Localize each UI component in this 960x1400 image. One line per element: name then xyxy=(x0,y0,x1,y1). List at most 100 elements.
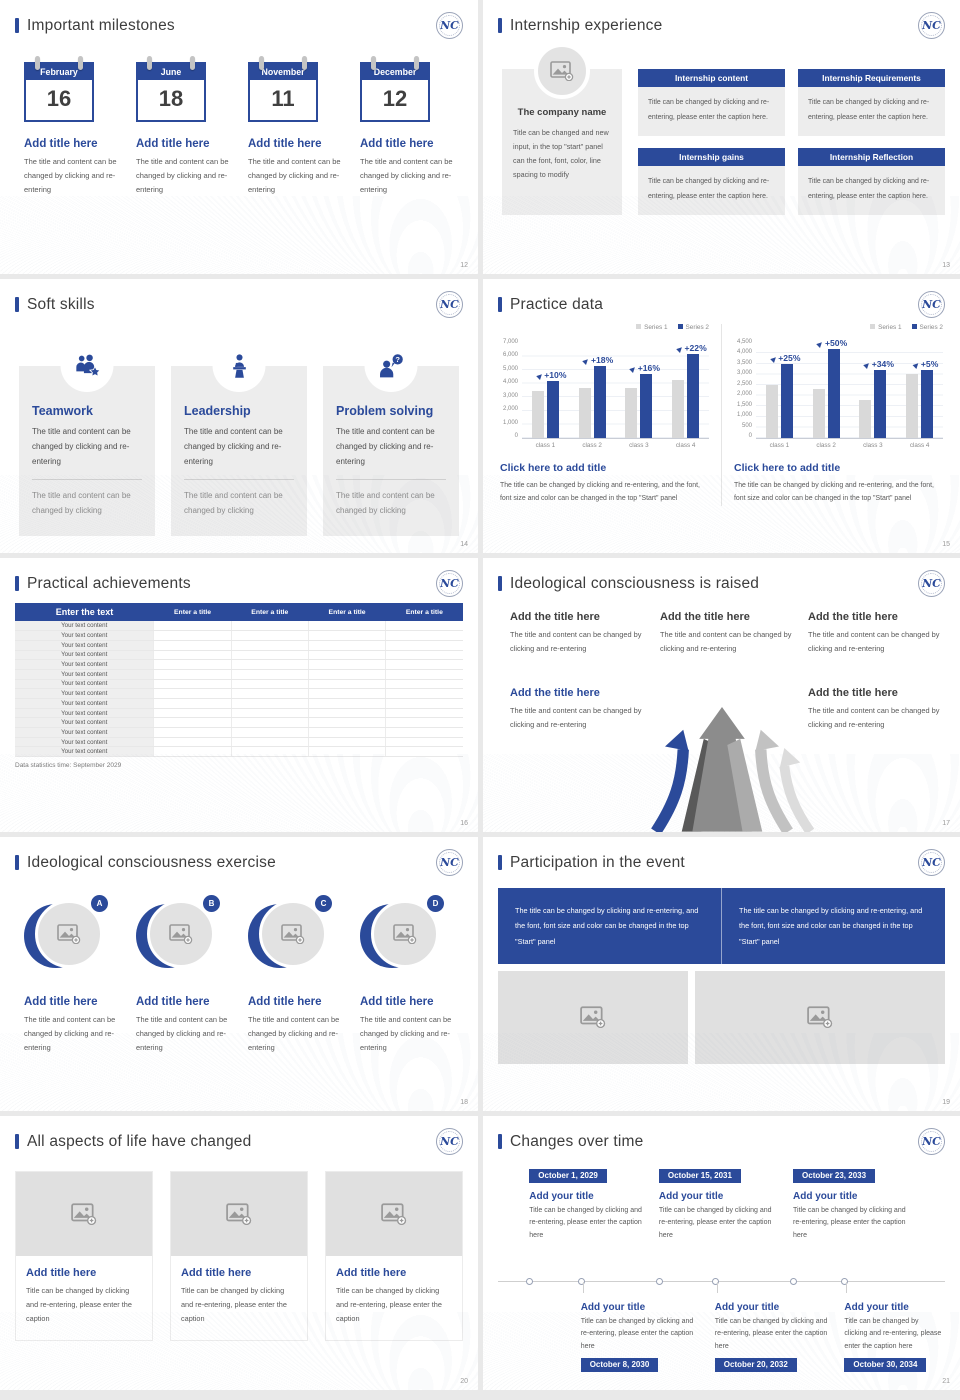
image-placeholder xyxy=(16,1172,152,1256)
series2-bar: ▶ +18% xyxy=(582,355,613,438)
date-badge: October 23, 2033 xyxy=(793,1168,876,1183)
card-title: Add title here xyxy=(181,1267,252,1279)
page-title: Practical achievements xyxy=(27,574,191,592)
chart-caption: The title can be changed by clicking and… xyxy=(734,482,934,503)
calendar-icon: February 16 xyxy=(24,56,94,122)
page-number: 20 xyxy=(460,1378,468,1385)
timeline-node xyxy=(577,1278,585,1285)
growth-label: ▶ +18% xyxy=(582,355,614,366)
plot-area: ▶ +10% ▶ +18% ▶ +16% ▶ +22% xyxy=(522,343,709,439)
company-seal-logo: NC xyxy=(918,12,945,39)
item-title: Add title here xyxy=(360,996,434,1008)
panel-caption: Title can be changed by clicking and re-… xyxy=(638,166,785,215)
panel-title: Internship content xyxy=(638,69,785,87)
exercise-item: C Add title here The title and content c… xyxy=(239,893,351,1055)
timeline-item: Add your title Title can be changed by c… xyxy=(844,1281,942,1372)
page-title: Ideological consciousness is raised xyxy=(510,574,760,592)
table-row: Your text content xyxy=(15,717,463,729)
page-number: 14 xyxy=(460,541,468,548)
calendar-day: 18 xyxy=(158,86,184,111)
text-block: Add the title here The title and content … xyxy=(660,611,792,654)
content-card: Add title here Title can be changed by c… xyxy=(325,1171,463,1341)
company-seal-logo: NC xyxy=(918,291,945,318)
growth-arrow-icon: ▶ xyxy=(863,361,872,371)
text-block-accent: Add the title here The title and content … xyxy=(510,687,642,730)
date-badge: October 20, 2032 xyxy=(714,1357,797,1372)
content-card: Add title here Title can be changed by c… xyxy=(170,1171,308,1341)
company-seal-logo: NC xyxy=(436,12,463,39)
exercise-item: B Add title here The title and content c… xyxy=(127,893,239,1055)
bar-chart-right: Series 1 Series 2 4,500 4,000 3,500 3,000 … xyxy=(721,324,945,506)
table-row: Your text content xyxy=(15,688,463,699)
table-row: Your text content xyxy=(15,746,463,758)
chart-title-link[interactable]: Click here to add title xyxy=(500,462,607,474)
series2-bar: ▶ +5% xyxy=(912,359,938,438)
growth-arrow-icon: ▶ xyxy=(582,357,592,366)
table-row: Your text content xyxy=(15,708,463,719)
slide-internship-experience[interactable]: Internship experience NC The company nam… xyxy=(483,0,960,274)
x-axis: class 1 class 2 class 3 class 4 xyxy=(769,442,930,449)
panel-title: Internship Requirements xyxy=(798,69,945,87)
page-title: Changes over time xyxy=(510,1132,644,1150)
calendar-month: December xyxy=(362,64,428,80)
series1-bar xyxy=(906,373,919,438)
timeline-item: October 1, 2029 Add your title Title can… xyxy=(529,1165,650,1242)
slide-participation[interactable]: Participation in the event NC The title … xyxy=(483,837,960,1111)
item-title: Add title here xyxy=(248,138,322,150)
title-accent-bar xyxy=(498,855,502,870)
slide-life-changed[interactable]: All aspects of life have changed NC Add … xyxy=(0,1116,478,1390)
chart-legend: Series 1 Series 2 xyxy=(734,324,943,331)
title-accent-bar xyxy=(498,1134,502,1149)
item-caption: Title can be changed by clicking and re-… xyxy=(529,1207,642,1239)
timeline-item: October 15, 2031 Add your title Title ca… xyxy=(658,1165,780,1242)
item-caption: Title can be changed by clicking and re-… xyxy=(793,1207,906,1239)
item-caption: The title and content can be changed by … xyxy=(24,1015,116,1053)
item-title: Add title here xyxy=(136,138,210,150)
chart-caption: The title can be changed by clicking and… xyxy=(500,482,700,503)
growth-arrow-icon: ▶ xyxy=(912,361,921,371)
table-row: Your text content xyxy=(15,679,463,690)
image-placeholder-icon xyxy=(57,924,81,944)
slide-consciousness-exercise[interactable]: Ideological consciousness exercise NC A … xyxy=(0,837,478,1111)
skill-text: The title and content can be changed by … xyxy=(32,424,142,480)
column-header: Enter a title xyxy=(231,603,309,621)
slide-important-milestones[interactable]: Important milestones NC February 16 Add … xyxy=(0,0,478,274)
slide-changes-over-time[interactable]: Changes over time NC October 1, 2029 Add… xyxy=(483,1116,960,1390)
item-caption: Title can be changed by clicking and re-… xyxy=(580,1318,694,1350)
chart-title-link[interactable]: Click here to add title xyxy=(734,462,841,474)
slide-soft-skills[interactable]: Soft skills NC Teamwork The title and co… xyxy=(0,279,478,553)
series1-bar xyxy=(578,387,591,438)
x-axis: class 1 class 2 class 3 class 4 xyxy=(535,442,696,449)
table-row: Your text content xyxy=(15,698,463,709)
series2-bar: ▶ +34% xyxy=(863,359,894,438)
item-title: Add your title xyxy=(844,1302,909,1313)
slide-consciousness-raised[interactable]: Ideological consciousness is raised NC A… xyxy=(483,558,960,832)
banner-text: The title can be changed by clicking and… xyxy=(721,888,945,964)
item-caption: The title and content can be changed by … xyxy=(136,1015,228,1053)
table-row: Your text content xyxy=(15,727,463,738)
page-number: 16 xyxy=(460,820,468,827)
column-header: Enter the text xyxy=(15,603,154,621)
panel-title: Internship gains xyxy=(638,148,785,166)
title-accent-bar xyxy=(15,576,19,591)
content-card: Add title here Title can be changed by c… xyxy=(15,1171,153,1341)
page-title: Practice data xyxy=(510,295,604,313)
table-row: Your text content xyxy=(15,659,463,670)
company-seal-logo: NC xyxy=(436,849,463,876)
page-title: Important milestones xyxy=(27,16,175,34)
image-placeholder-icon xyxy=(580,1006,606,1028)
item-caption: The title and content can be changed by … xyxy=(360,157,453,194)
page-title: Participation in the event xyxy=(510,853,685,871)
milestone-item: June 18 Add title here The title and con… xyxy=(127,55,239,197)
plot-area: ▶ +25% ▶ +50% ▶ +34% ▶ +5% xyxy=(756,338,943,439)
page-number: 17 xyxy=(942,820,950,827)
text-block: Add the title here The title and content … xyxy=(808,687,940,730)
item-caption: Title can be changed by clicking and re-… xyxy=(844,1318,942,1350)
item-title: Add title here xyxy=(136,996,210,1008)
title-accent-bar xyxy=(15,18,19,33)
image-placeholder-icon xyxy=(807,1006,833,1028)
slide-practical-achievements[interactable]: Practical achievements NC Enter the text… xyxy=(0,558,478,832)
item-title: Add title here xyxy=(24,996,98,1008)
text-block: Add the title here The title and content … xyxy=(510,611,642,654)
slide-practice-data[interactable]: Practice data NC Series 1 Series 2 7,000… xyxy=(483,279,960,553)
